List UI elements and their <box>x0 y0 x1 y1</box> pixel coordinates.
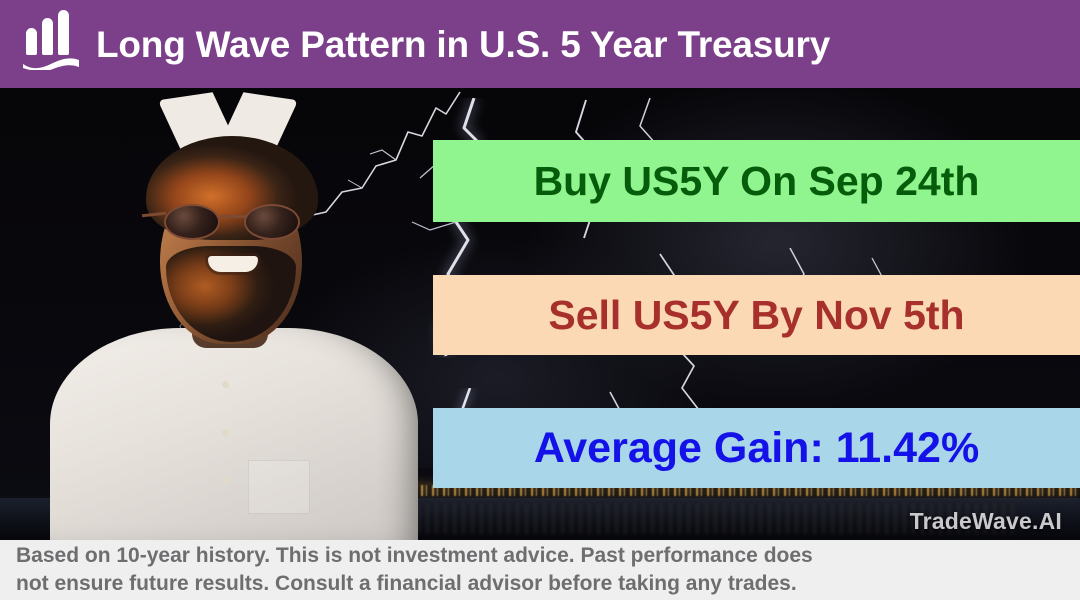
shirt-pocket <box>248 460 310 514</box>
callout-buy-signal: Buy US5Y On Sep 24th <box>433 140 1080 222</box>
header-bar: Long Wave Pattern in U.S. 5 Year Treasur… <box>0 0 1080 88</box>
disclaimer-line-2: not ensure future results. Consult a fin… <box>16 572 797 595</box>
callout-sell-signal: Sell US5Y By Nov 5th <box>433 275 1080 355</box>
person-portrait <box>32 88 432 540</box>
sunglasses-icon <box>141 204 300 240</box>
brand-watermark: TradeWave.AI <box>909 508 1062 534</box>
lightning-bolt-icon <box>250 88 470 268</box>
page-title: Long Wave Pattern in U.S. 5 Year Treasur… <box>96 23 831 65</box>
white-shirt <box>50 328 418 540</box>
bar-chart-wave-logo-icon <box>22 10 80 71</box>
disclaimer-footer: Based on 10-year history. This is not in… <box>0 540 1080 600</box>
smile <box>208 256 258 272</box>
wave-swoosh-icon <box>23 58 79 70</box>
callout-average-gain: Average Gain: 11.42% <box>433 408 1080 488</box>
skyline-lights <box>80 485 1080 496</box>
disclaimer-line-1: Based on 10-year history. This is not in… <box>16 544 813 567</box>
